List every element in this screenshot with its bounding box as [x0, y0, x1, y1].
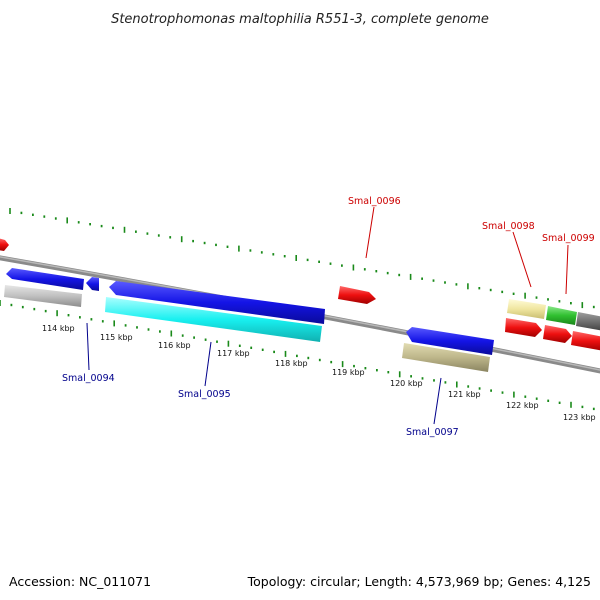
leader-line-smal-0098	[512, 231, 532, 288]
accession-text: Accession: NC_011071	[9, 574, 151, 589]
gene-arrow-smal-0094a[interactable]	[6, 268, 84, 290]
tick-label: 122 kbp	[506, 401, 539, 410]
genome-summary-text: Topology: circular; Length: 4,573,969 bp…	[247, 574, 591, 589]
tick-label: 123 kbp	[563, 413, 596, 422]
gene-label-smal-0098[interactable]: Smal_0098	[482, 221, 535, 232]
tick-label: 119 kbp	[332, 368, 365, 377]
gene-arrow-smal-0096[interactable]	[338, 286, 376, 304]
gene-arrow-red-1[interactable]	[505, 318, 542, 337]
gene-box-smal-0095[interactable]	[105, 297, 322, 342]
leader-line-smal-0099	[565, 244, 569, 295]
gene-label-smal-0099[interactable]: Smal_0099	[542, 233, 595, 244]
leader-line-smal-0095	[204, 341, 212, 387]
lower-tick-track	[0, 300, 595, 411]
gene-arrow-smal-0094b[interactable]	[86, 277, 99, 291]
gene-box-smal-0099[interactable]	[546, 306, 577, 325]
tick-label: 117 kbp	[217, 349, 250, 358]
gene-arrow-red-2[interactable]	[543, 325, 572, 343]
gene-arrow-smal-0095[interactable]	[109, 281, 325, 324]
gene-box-grey[interactable]	[4, 285, 82, 307]
gene-box-smal-0098[interactable]	[507, 299, 546, 319]
gene-label-smal-0095[interactable]: Smal_0095	[178, 389, 231, 400]
tick-label: 116 kbp	[158, 341, 191, 350]
upper-tick-track	[9, 208, 595, 309]
tick-label: 114 kbp	[42, 324, 75, 333]
gene-arrow-smal-0097[interactable]	[406, 327, 494, 355]
tick-label: 121 kbp	[448, 390, 481, 399]
leader-line-smal-0097	[433, 377, 442, 425]
tick-label: 118 kbp	[275, 359, 308, 368]
gene-box-right-edge[interactable]	[576, 312, 600, 331]
gene-box-smal-0097[interactable]	[402, 343, 490, 372]
map-title: Stenotrophomonas maltophilia R551-3, com…	[111, 12, 489, 27]
gene-arrow-left-edge-red[interactable]	[0, 238, 9, 251]
gene-label-smal-0097[interactable]: Smal_0097	[406, 427, 459, 438]
gene-label-smal-0094[interactable]: Smal_0094	[62, 373, 115, 384]
tick-label: 115 kbp	[100, 333, 133, 342]
tick-labels: 114 kbp 115 kbp 116 kbp 117 kbp 118 kbp …	[42, 324, 596, 422]
gene-arrow-red-3[interactable]	[571, 331, 600, 351]
tick-label: 120 kbp	[390, 379, 423, 388]
leader-line-smal-0094	[86, 322, 90, 371]
leader-line-smal-0096	[365, 206, 375, 259]
gene-label-smal-0096[interactable]: Smal_0096	[348, 196, 401, 207]
